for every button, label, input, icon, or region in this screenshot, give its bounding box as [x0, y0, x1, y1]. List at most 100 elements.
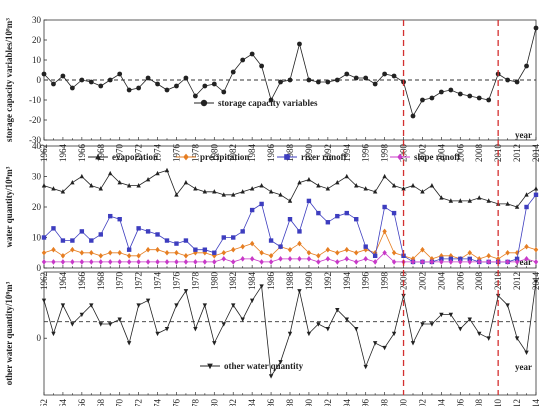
- data-point: [69, 85, 75, 91]
- data-point: [306, 249, 312, 256]
- data-point: [51, 259, 56, 265]
- data-point: [278, 244, 283, 249]
- data-point: [164, 238, 170, 243]
- data-point: [212, 189, 217, 194]
- data-point: [60, 189, 66, 194]
- data-point: [363, 75, 369, 81]
- data-point: [174, 259, 179, 265]
- data-point: [117, 217, 122, 222]
- data-point: [448, 256, 454, 262]
- x-tick-label: 1998: [380, 272, 390, 291]
- data-point: [410, 113, 416, 119]
- data-point: [249, 298, 255, 303]
- x-tick-label: 1982: [228, 144, 238, 162]
- data-point: [514, 79, 520, 85]
- data-point: [212, 341, 217, 346]
- data-point: [230, 69, 236, 75]
- legend-label: other water quantity: [224, 361, 304, 371]
- data-point: [457, 91, 463, 97]
- legend-label: slope runoff: [414, 152, 461, 162]
- data-point: [505, 201, 510, 206]
- x-tick-label: 1994: [342, 144, 352, 163]
- data-point: [533, 259, 539, 265]
- data-point: [344, 317, 349, 322]
- x-axis-label: year: [515, 130, 532, 140]
- data-point: [297, 240, 302, 247]
- data-point: [249, 186, 255, 191]
- data-point: [70, 180, 75, 185]
- x-tick-label: 1966: [77, 272, 87, 291]
- data-point: [268, 97, 274, 103]
- y-tick-label: -10: [29, 95, 41, 105]
- data-point: [259, 284, 264, 289]
- data-point: [41, 71, 47, 77]
- data-point: [136, 303, 141, 308]
- data-point: [325, 326, 331, 332]
- data-point: [278, 360, 283, 365]
- x-tick-label: 1984: [247, 144, 257, 163]
- data-point: [420, 259, 425, 265]
- data-point: [79, 173, 85, 179]
- data-point: [193, 259, 198, 265]
- data-point: [51, 81, 56, 87]
- data-point: [221, 89, 227, 95]
- data-point: [439, 195, 444, 200]
- data-point: [108, 249, 113, 256]
- data-point: [287, 256, 293, 262]
- data-point: [41, 235, 47, 240]
- data-point: [410, 183, 416, 188]
- data-point: [524, 350, 529, 356]
- data-point: [477, 259, 482, 265]
- data-point: [89, 303, 94, 308]
- data-point: [136, 85, 142, 91]
- x-tick-label: 1996: [361, 272, 371, 291]
- data-point: [174, 249, 179, 256]
- data-point: [98, 232, 103, 237]
- x-tick-label: 1982: [228, 272, 238, 290]
- data-point: [401, 293, 406, 299]
- data-point: [268, 189, 274, 194]
- data-point: [458, 326, 463, 332]
- data-point: [372, 259, 378, 265]
- data-point: [297, 229, 302, 234]
- data-point: [306, 176, 312, 182]
- y-tick-label: -30: [29, 135, 41, 145]
- data-point: [467, 317, 472, 322]
- x-tick-label: 1998: [380, 144, 390, 163]
- data-point: [107, 77, 113, 83]
- data-point: [164, 249, 170, 256]
- data-point: [354, 249, 359, 256]
- data-point: [136, 226, 141, 231]
- x-tick-label: 1984: [247, 399, 257, 406]
- data-point: [136, 183, 141, 188]
- data-point: [335, 249, 340, 256]
- data-point: [145, 176, 151, 182]
- data-point: [174, 241, 179, 246]
- x-tick-label: 1994: [342, 399, 352, 406]
- data-point: [202, 303, 208, 308]
- data-point: [70, 246, 75, 253]
- x-tick-label: 2006: [455, 399, 465, 406]
- data-point: [41, 259, 47, 265]
- data-point: [89, 259, 94, 265]
- data-point: [202, 259, 208, 265]
- legend-marker: [284, 154, 290, 160]
- data-point: [41, 298, 47, 303]
- data-point: [306, 256, 312, 262]
- data-point: [212, 259, 217, 265]
- data-point: [315, 79, 321, 85]
- data-point: [193, 326, 198, 332]
- data-point: [391, 183, 397, 188]
- data-point: [249, 256, 255, 262]
- data-point: [297, 41, 302, 47]
- data-point: [79, 229, 85, 234]
- data-point: [117, 259, 122, 265]
- y-axis-label: storage capacity variables/10⁸m³: [4, 18, 14, 142]
- data-point: [145, 229, 151, 234]
- data-point: [240, 317, 245, 322]
- data-point: [98, 83, 104, 89]
- data-point: [505, 303, 510, 308]
- data-point: [193, 186, 198, 191]
- data-point: [259, 201, 264, 207]
